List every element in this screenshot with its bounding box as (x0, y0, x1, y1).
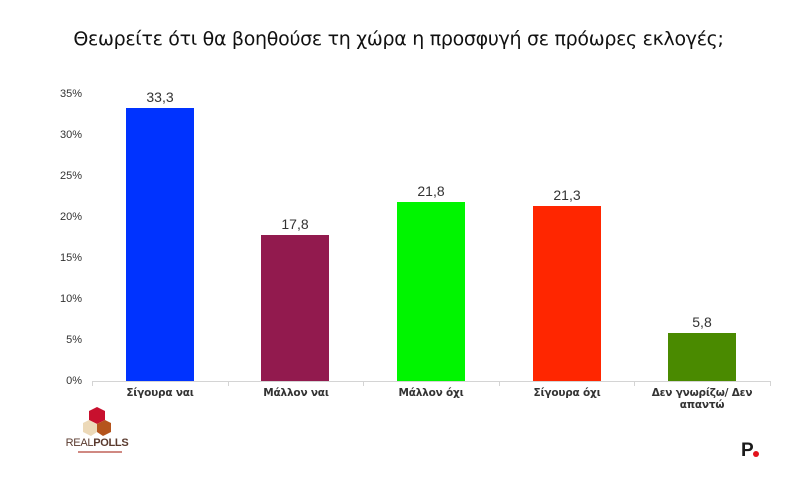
y-tick-label: 10% (59, 293, 82, 305)
y-tick-label: 35% (59, 88, 82, 100)
x-category-label: Μάλλον ναι (263, 387, 329, 399)
bar-value-label: 21,8 (417, 183, 445, 199)
bar (126, 108, 194, 381)
bar (668, 333, 736, 381)
bar-value-label: 17,8 (281, 216, 309, 232)
x-axis-line (92, 381, 770, 382)
y-tick-label: 5% (66, 334, 82, 346)
x-category-label: Δεν γνωρίζω/ Δεν απαντώ (651, 387, 753, 411)
y-tick-label: 15% (59, 252, 82, 264)
realpolls-logo: REALPOLLS (62, 407, 132, 457)
x-axis-tick (363, 381, 364, 386)
cube-logo-icon (83, 407, 111, 436)
x-category-label: Σίγουρα όχι (533, 387, 601, 399)
x-axis-tick (634, 381, 635, 386)
bar (397, 202, 465, 381)
x-category-label: Μάλλον όχι (398, 387, 464, 399)
x-category-label: Σίγουρα ναι (126, 387, 194, 399)
realpolls-tagline (78, 451, 122, 453)
bar-value-label: 21,3 (553, 187, 581, 203)
y-tick-label: 20% (59, 211, 82, 223)
x-axis-tick (770, 381, 771, 386)
x-axis-tick (499, 381, 500, 386)
bar-value-label: 33,3 (146, 89, 174, 105)
realpolls-wordmark: REALPOLLS (65, 437, 129, 449)
y-tick-label: 25% (59, 170, 82, 182)
bar (261, 235, 329, 381)
x-axis-tick (228, 381, 229, 386)
bar (533, 206, 601, 381)
chart-title: Θεωρείτε ότι θα βοηθούσε τη χώρα η προσφ… (73, 28, 724, 50)
protagon-logo-dot-icon (753, 451, 759, 457)
x-axis-tick (92, 381, 93, 386)
protagon-logo: P (741, 440, 754, 461)
y-tick-label: 0% (66, 375, 82, 387)
bar-value-label: 5,8 (692, 314, 712, 330)
y-tick-label: 30% (59, 129, 82, 141)
